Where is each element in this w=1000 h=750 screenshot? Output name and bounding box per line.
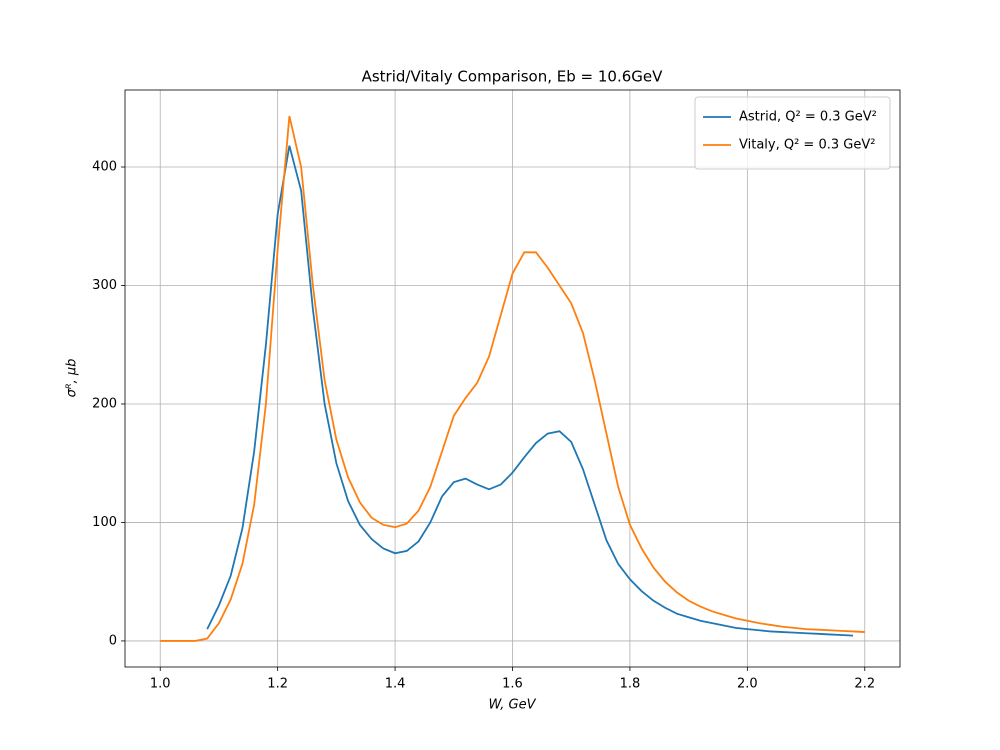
x-tick-label: 1.6 — [502, 677, 523, 692]
y-tick-label: 100 — [92, 515, 117, 530]
x-tick-label: 1.8 — [620, 677, 641, 692]
x-tick-label: 1.0 — [150, 677, 171, 692]
x-axis-label: W, GeV — [488, 698, 536, 713]
x-tick-label: 2.2 — [854, 677, 875, 692]
chart-title: Astrid/Vitaly Comparison, Eb = 10.6GeV — [362, 68, 664, 86]
legend-label: Vitaly, Q² = 0.3 GeV² — [739, 138, 875, 153]
y-tick-label: 0 — [109, 633, 117, 648]
lines — [160, 115, 865, 642]
legend: Astrid, Q² = 0.3 GeV² Vitaly, Q² = 0.3 Ge… — [694, 96, 891, 170]
grid — [125, 90, 900, 667]
x-tick-label: 1.2 — [267, 677, 288, 692]
legend-box — [694, 96, 891, 170]
y-tick-label: 300 — [92, 278, 117, 293]
series-line — [160, 115, 865, 642]
x-tick-label: 1.4 — [385, 677, 406, 692]
y-axis-label: σᴿ, μb — [65, 359, 80, 398]
y-tick-label: 400 — [92, 160, 117, 175]
legend-label: Astrid, Q² = 0.3 GeV² — [739, 110, 877, 125]
series-line — [206, 145, 854, 637]
y-tick-label: 200 — [92, 396, 117, 411]
ticks: 1.0 1.2 1.4 1.6 1.8 2.0 2.2 0 100 200 300 400 — [92, 160, 875, 692]
x-tick-label: 2.0 — [737, 677, 758, 692]
